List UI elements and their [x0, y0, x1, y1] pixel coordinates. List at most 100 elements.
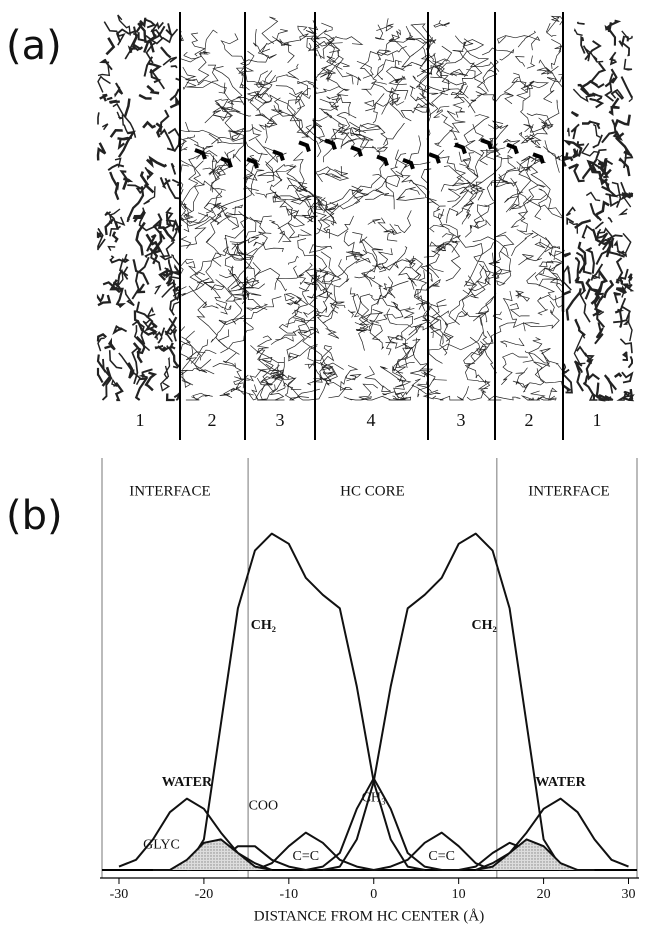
molecule-trace: [392, 335, 414, 382]
molecule-trace: [453, 50, 500, 72]
molecule-trace: [229, 215, 272, 244]
molecule-trace: [481, 47, 515, 61]
molecule-trace: [239, 50, 255, 91]
molecule-trace: [372, 94, 401, 124]
molecule-trace: [134, 377, 149, 401]
molecule-trace: [109, 99, 120, 105]
molecule-trace: [379, 366, 412, 388]
molecule-trace: [436, 35, 485, 74]
molecule-trace: [618, 157, 631, 177]
molecule-trace: [258, 354, 274, 371]
molecule-trace: [96, 293, 105, 304]
molecule-trace: [543, 73, 564, 104]
molecule-trace: [624, 35, 629, 42]
molecule-trace: [595, 200, 610, 216]
molecule-trace: [581, 163, 597, 180]
molecule-trace: [294, 117, 314, 134]
molecule-trace: [433, 205, 446, 220]
molecule-trace: [518, 131, 535, 141]
molecule-trace: [329, 302, 346, 309]
molecule-trace: [146, 234, 157, 252]
molecule-trace: [475, 313, 489, 346]
molecule-trace: [179, 121, 190, 152]
molecule-trace: [179, 260, 212, 297]
molecule-trace: [422, 391, 441, 400]
molecule-trace: [627, 273, 633, 281]
molecule-trace: [522, 395, 535, 401]
curve-label: GLYC: [143, 838, 180, 853]
molecule-trace: [246, 303, 269, 311]
molecule-trace: [114, 382, 124, 402]
molecule-trace: [157, 336, 163, 344]
molecule-trace: [300, 320, 315, 336]
molecule-trace: [261, 35, 316, 53]
panel-a: 1 2 3 4 3 2 1: [96, 12, 635, 440]
molecule-trace: [487, 395, 521, 401]
molecule-trace: [319, 268, 342, 303]
x-tick-label: -10: [279, 887, 298, 902]
molecule-trace: [154, 284, 162, 295]
curve-label: C=C: [293, 849, 320, 864]
molecule-trace: [202, 29, 218, 55]
molecule-trace: [169, 95, 182, 109]
molecule-trace: [511, 76, 531, 133]
molecule-trace: [466, 68, 489, 92]
molecule-trace: [602, 395, 614, 401]
molecule-trace: [446, 80, 476, 114]
molecule-trace: [269, 365, 302, 391]
molecule-trace: [538, 260, 563, 287]
molecule-trace: [618, 35, 626, 48]
molecule-trace: [261, 16, 279, 44]
double-bond: [350, 145, 363, 157]
molecule-trace: [606, 183, 619, 198]
molecule-trace: [561, 156, 571, 167]
molecule-trace: [116, 111, 123, 120]
molecule-trace: [127, 45, 134, 54]
molecule-trace: [275, 166, 297, 182]
molecule-trace: [546, 15, 564, 34]
molecule-trace: [163, 356, 171, 380]
molecule-trace: [276, 28, 295, 64]
molecule-trace: [336, 36, 364, 45]
molecule-trace: [97, 337, 105, 352]
molecule-trace: [595, 382, 606, 402]
molecule-trace: [127, 184, 147, 195]
molecule-trace: [117, 14, 131, 36]
molecule-trace: [409, 32, 437, 67]
molecule-trace: [275, 331, 297, 341]
molecule-trace: [96, 231, 103, 239]
molecule-trace: [117, 136, 129, 150]
molecule-trace: [97, 112, 100, 125]
molecule-trace: [385, 61, 423, 84]
molecule-trace: [149, 69, 162, 84]
molecule-trace: [475, 181, 484, 201]
molecule-trace: [475, 374, 502, 401]
molecule-trace: [212, 352, 237, 368]
molecule-trace: [127, 362, 135, 379]
molecule-trace: [614, 308, 625, 314]
molecule-trace: [179, 134, 196, 168]
molecule-trace: [306, 116, 328, 158]
molecule-trace: [143, 18, 157, 29]
molecule-trace: [570, 110, 579, 118]
molecule-trace: [238, 267, 260, 291]
double-bond: [298, 140, 311, 153]
molecule-trace: [574, 257, 581, 283]
molecule-trace: [137, 32, 145, 42]
molecule-trace: [169, 288, 178, 316]
molecule-trace: [160, 46, 172, 59]
molecule-trace: [389, 94, 404, 119]
region-label: 4: [367, 410, 376, 430]
molecule-trace: [616, 268, 629, 285]
molecule-trace: [252, 29, 277, 60]
molecule-trace: [620, 283, 633, 289]
molecule-trace: [579, 87, 594, 97]
molecule-trace: [592, 294, 605, 317]
molecule-trace: [302, 333, 336, 381]
molecule-trace: [591, 92, 603, 102]
molecule-trace: [590, 269, 609, 305]
molecule-trace: [205, 190, 223, 214]
molecule-trace: [538, 188, 563, 223]
molecule-trace: [218, 296, 282, 325]
